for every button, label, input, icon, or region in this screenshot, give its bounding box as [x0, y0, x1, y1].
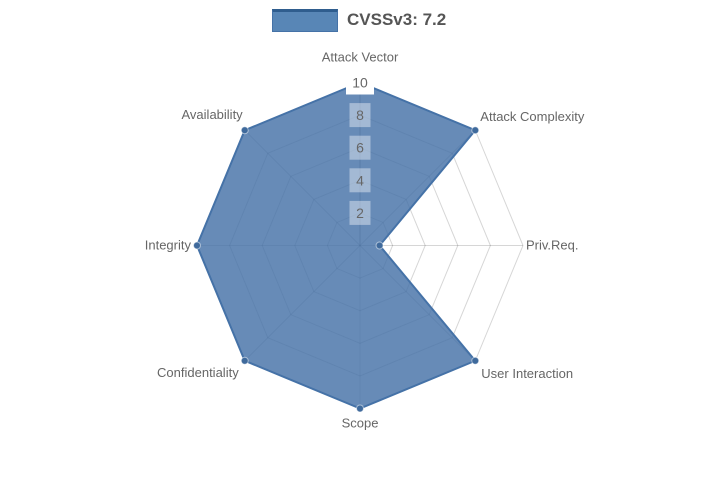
tick-box-8	[349, 103, 371, 128]
legend-item-cvssv3[interactable]: CVSSv3: 7.2	[272, 8, 446, 32]
tick-label-6: 6	[356, 140, 364, 156]
axis-label-priv-req: Priv.Req.	[526, 238, 579, 253]
vertex-marker-scope	[356, 404, 364, 413]
tick-box-6	[349, 135, 371, 160]
tick-box-10	[346, 70, 374, 95]
axis-label-attack-vector: Attack Vector	[322, 50, 399, 65]
axis-label-availability: Availability	[182, 107, 244, 122]
tick-label-8: 8	[356, 107, 364, 123]
tick-label-2: 2	[356, 205, 364, 221]
axis-label-attack-complexity: Attack Complexity	[480, 109, 585, 124]
tick-label-10: 10	[352, 75, 368, 91]
vertex-marker-integrity	[193, 241, 201, 250]
axis-label-user-interaction: User Interaction	[481, 366, 573, 381]
tick-box-4	[349, 168, 371, 193]
axis-label-confidentiality: Confidentiality	[157, 365, 239, 380]
tick-box-2	[349, 200, 371, 225]
axis-label-integrity: Integrity	[145, 238, 192, 253]
vertex-marker-availability	[240, 126, 249, 135]
legend-swatch-icon	[272, 8, 338, 32]
vertex-marker-priv-req	[375, 241, 384, 250]
vertex-marker-user-interaction	[471, 356, 480, 365]
vertex-marker-attack-complexity	[471, 126, 480, 135]
legend-label: CVSSv3: 7.2	[347, 10, 447, 29]
legend: CVSSv3: 7.2	[272, 8, 446, 32]
vertex-marker-confidentiality	[240, 356, 249, 365]
axis-label-scope: Scope	[342, 416, 379, 431]
tick-label-4: 4	[356, 172, 364, 188]
